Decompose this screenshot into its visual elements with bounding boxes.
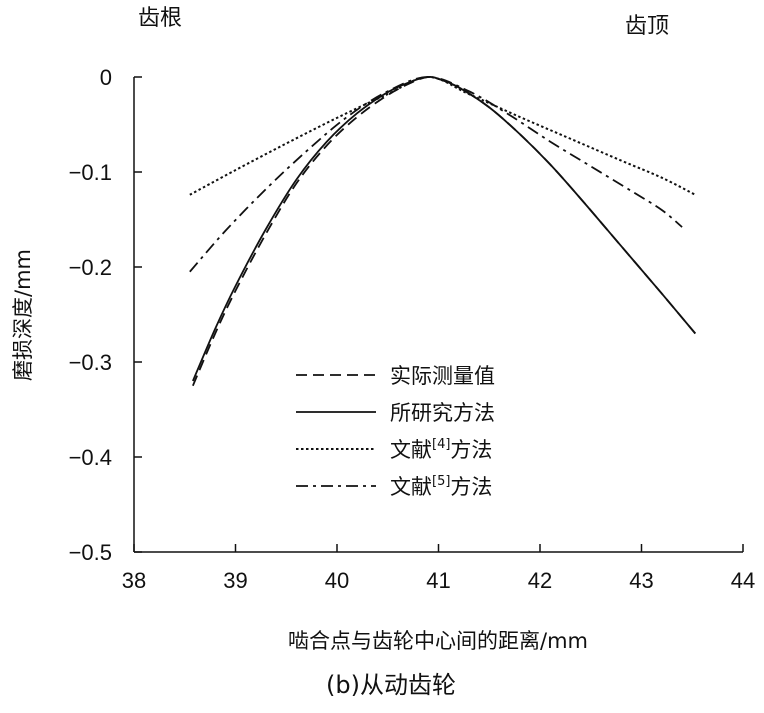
y-tick-label: −0.1 [69,160,112,185]
series-lines [189,75,696,387]
y-axis-title: 磨损深度/mm [11,249,35,381]
y-tick-label: −0.2 [69,255,112,280]
figure-caption: (b)从动齿轮 [326,671,456,699]
x-tick-label: 39 [223,568,247,593]
legend-label: 实际测量值 [390,364,495,388]
legend-label: 所研究方法 [390,401,495,425]
x-tick-label: 44 [731,568,755,593]
x-tick-label: 38 [122,568,146,593]
series-line-1 [192,75,696,387]
y-tick-label: 0 [100,65,112,90]
x-tick-label: 40 [325,568,349,593]
annotation-tooth-top: 齿顶 [625,14,669,39]
x-tick-label: 42 [528,568,552,593]
x-tick-label: 43 [629,568,653,593]
y-tick-label: −0.3 [69,350,112,375]
x-tick-label: 41 [426,568,450,593]
y-tick-label: −0.5 [69,540,112,565]
annotation-tooth-root: 齿根 [138,6,182,31]
legend-label: 文献[4]方法 [390,437,492,462]
series-line-4 [189,76,683,273]
legend-label: 文献[5]方法 [390,474,492,499]
axes: 38 39 40 41 42 43 44 0 −0.1 −0.2 −0.3 −0.4 −0.5 [69,65,756,593]
y-tick-label: −0.4 [69,445,112,470]
x-axis-title: 啮合点与齿轮中心间的距离/mm [288,629,588,653]
series-line-3 [189,75,696,196]
